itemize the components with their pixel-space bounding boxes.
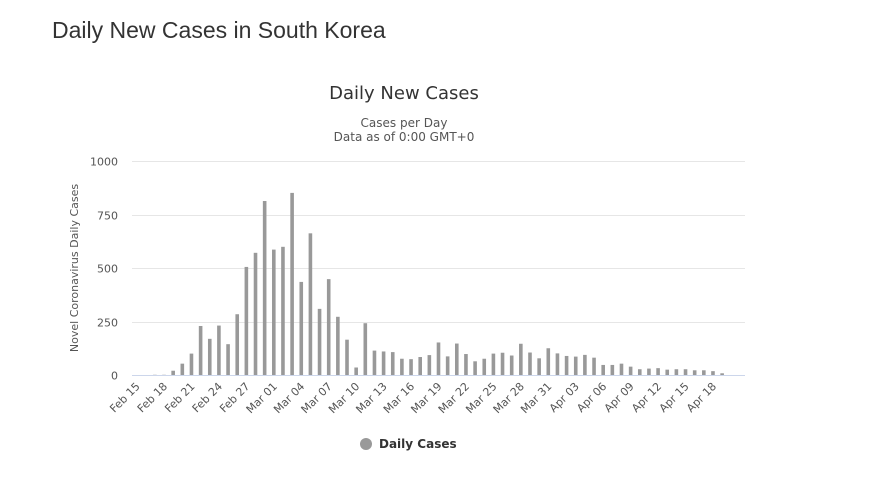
chart-title: Daily New Cases bbox=[329, 83, 479, 104]
y-tick-label: 500 bbox=[97, 263, 118, 276]
bar bbox=[317, 308, 322, 375]
bar bbox=[619, 363, 624, 375]
bar bbox=[610, 364, 615, 375]
bar bbox=[372, 350, 377, 375]
x-tick-label: Mar 31 bbox=[518, 380, 554, 416]
chart-subtitle-line-1: Cases per Day bbox=[361, 116, 448, 130]
bar bbox=[555, 353, 560, 375]
legend-marker bbox=[360, 438, 372, 450]
bar bbox=[180, 363, 185, 375]
bar bbox=[290, 192, 294, 375]
y-axis-ticks: 0 250 500 750 1000 bbox=[90, 156, 118, 383]
bar bbox=[189, 353, 194, 375]
chart-subtitle-line-2: Data as of 0:00 GMT+0 bbox=[334, 130, 475, 144]
bar bbox=[418, 357, 422, 375]
bar bbox=[583, 354, 587, 375]
bar bbox=[546, 348, 551, 375]
bar bbox=[464, 354, 468, 375]
bar bbox=[473, 361, 477, 375]
bar bbox=[674, 369, 679, 375]
y-tick-label: 250 bbox=[97, 317, 118, 330]
bar bbox=[336, 316, 340, 375]
x-tick-label: Apr 09 bbox=[602, 380, 637, 415]
bar bbox=[207, 338, 212, 375]
bar bbox=[592, 357, 596, 375]
legend[interactable]: Daily Cases bbox=[360, 437, 457, 451]
bar bbox=[455, 343, 459, 375]
x-tick-label: Apr 03 bbox=[547, 380, 582, 415]
bar bbox=[253, 252, 258, 375]
y-tick-label: 750 bbox=[97, 210, 118, 223]
bar bbox=[308, 233, 313, 375]
bar bbox=[683, 369, 688, 375]
bar bbox=[354, 367, 358, 375]
bar bbox=[500, 352, 505, 375]
bar bbox=[711, 371, 715, 375]
bar bbox=[400, 358, 404, 375]
bar bbox=[601, 364, 605, 375]
bar bbox=[445, 356, 450, 375]
bar bbox=[628, 366, 633, 375]
bar bbox=[281, 246, 285, 375]
gridlines bbox=[132, 161, 745, 376]
bar bbox=[262, 201, 267, 375]
bar bbox=[244, 266, 249, 375]
bar bbox=[720, 373, 724, 375]
bar bbox=[171, 370, 175, 375]
bar bbox=[702, 370, 706, 375]
bar bbox=[665, 369, 670, 375]
bar bbox=[482, 358, 487, 375]
page-heading: Daily New Cases in South Korea bbox=[52, 17, 386, 43]
bar bbox=[198, 325, 203, 375]
bar bbox=[656, 368, 660, 375]
bar bbox=[519, 343, 523, 375]
y-axis-title: Novel Coronavirus Daily Cases bbox=[68, 184, 81, 352]
bar-series bbox=[153, 192, 724, 375]
bar bbox=[390, 352, 395, 375]
bar bbox=[409, 359, 413, 375]
y-tick-label: 0 bbox=[111, 370, 118, 383]
bar bbox=[299, 281, 304, 375]
bar bbox=[427, 355, 432, 375]
bar bbox=[235, 314, 240, 375]
bar bbox=[272, 249, 276, 375]
bar bbox=[217, 325, 221, 375]
bar bbox=[345, 339, 349, 375]
bar bbox=[509, 355, 514, 375]
y-tick-label: 1000 bbox=[90, 156, 118, 169]
bar bbox=[528, 352, 532, 375]
bar bbox=[381, 351, 386, 375]
bar bbox=[436, 342, 441, 375]
bar bbox=[564, 355, 569, 375]
bar bbox=[226, 344, 230, 375]
bar bbox=[326, 279, 331, 375]
x-tick-label: Apr 12 bbox=[629, 380, 664, 415]
bar bbox=[573, 356, 578, 375]
bar bbox=[537, 358, 541, 375]
bar bbox=[491, 353, 496, 375]
bar bbox=[637, 369, 642, 375]
x-tick-label: Apr 06 bbox=[574, 380, 609, 415]
bar bbox=[647, 368, 651, 375]
x-tick-label: Apr 18 bbox=[684, 380, 719, 415]
bar bbox=[363, 323, 368, 375]
bar bbox=[692, 370, 697, 375]
legend-label[interactable]: Daily Cases bbox=[379, 437, 457, 451]
x-tick-label: Apr 15 bbox=[657, 380, 692, 415]
